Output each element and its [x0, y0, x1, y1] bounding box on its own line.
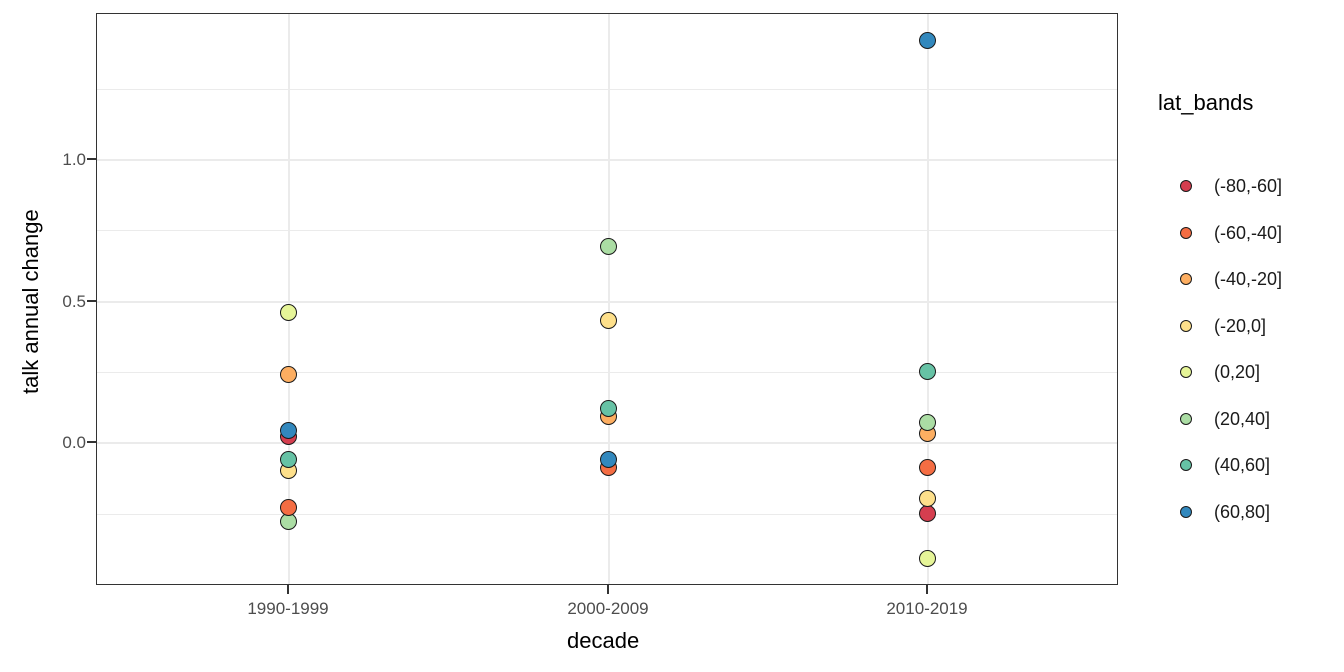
legend-item-label: (-20,0] — [1214, 315, 1267, 336]
y-major-gridline — [97, 442, 1117, 445]
legend-key-swatch — [1180, 226, 1192, 239]
legend-item-label: (60,80] — [1214, 501, 1271, 522]
legend-key-swatch — [1180, 366, 1192, 378]
data-point — [279, 365, 297, 383]
data-point — [599, 450, 617, 468]
legend-title: lat_bands — [1158, 90, 1254, 115]
x-major-gridline — [288, 14, 290, 584]
y-minor-gridline — [97, 513, 1117, 515]
x-axis-tick — [287, 585, 289, 594]
x-tick-label: 1990-1999 — [247, 599, 329, 618]
plot-panel — [96, 13, 1118, 585]
data-point — [918, 459, 936, 477]
data-point — [279, 303, 297, 321]
legend-item-label: (40,60] — [1214, 455, 1271, 475]
data-point — [918, 413, 936, 431]
legend-item-label: (-80,-60] — [1214, 176, 1283, 196]
legend-item: (0,20] — [1180, 362, 1340, 382]
y-axis-tick — [87, 158, 96, 161]
y-tick-label: 1.0 — [62, 150, 86, 170]
data-point — [599, 312, 617, 330]
data-point — [918, 504, 936, 522]
data-point — [918, 362, 936, 380]
y-axis-tick — [87, 299, 96, 302]
y-minor-gridline — [97, 88, 1117, 90]
legend-item-label: (-60,-40] — [1214, 222, 1283, 243]
legend-key-swatch — [1180, 459, 1192, 471]
y-axis-title: talk annual change — [18, 209, 43, 394]
y-tick-label: 0.5 — [62, 291, 86, 311]
legend-item: (-20,0] — [1180, 315, 1340, 336]
x-axis-tick — [926, 585, 928, 594]
data-point — [918, 549, 936, 567]
y-tick-label: 0.0 — [62, 433, 86, 453]
data-point — [918, 490, 936, 508]
data-point — [918, 31, 936, 49]
legend-key-swatch — [1180, 273, 1192, 285]
legend-item: (20,40] — [1180, 408, 1340, 429]
x-axis-tick — [607, 585, 609, 594]
y-axis-tick — [87, 441, 96, 444]
legend-item-label: (20,40] — [1214, 408, 1271, 429]
legend-item: (-40,-20] — [1180, 269, 1340, 289]
legend: lat_bands (-80,-60] (-60,-40] (-40,-20] (-2… — [1158, 90, 1344, 521]
data-point — [279, 422, 297, 440]
x-tick-label: 2000-2009 — [567, 599, 649, 618]
y-minor-gridline — [97, 230, 1117, 232]
x-tick-label: 2010-2019 — [886, 599, 968, 618]
x-major-gridline — [927, 14, 929, 584]
legend-item: (-80,-60] — [1180, 176, 1340, 196]
legend-key-swatch — [1180, 180, 1192, 192]
x-axis-title: decade — [567, 628, 640, 653]
legend-key-swatch — [1180, 319, 1192, 332]
y-major-gridline — [97, 300, 1117, 303]
data-point — [279, 498, 297, 516]
data-point — [599, 399, 617, 417]
y-minor-gridline — [97, 371, 1117, 373]
data-point — [279, 450, 297, 468]
legend-key-swatch — [1180, 505, 1192, 518]
legend-item: (40,60] — [1180, 455, 1340, 475]
legend-key-swatch — [1180, 412, 1192, 425]
legend-item-label: (-40,-20] — [1214, 269, 1283, 289]
legend-item: (60,80] — [1180, 501, 1340, 522]
y-major-gridline — [97, 159, 1117, 162]
legend-item-label: (0,20] — [1214, 362, 1261, 382]
x-major-gridline — [608, 14, 610, 584]
data-point — [599, 238, 617, 256]
legend-item: (-60,-40] — [1180, 222, 1340, 243]
